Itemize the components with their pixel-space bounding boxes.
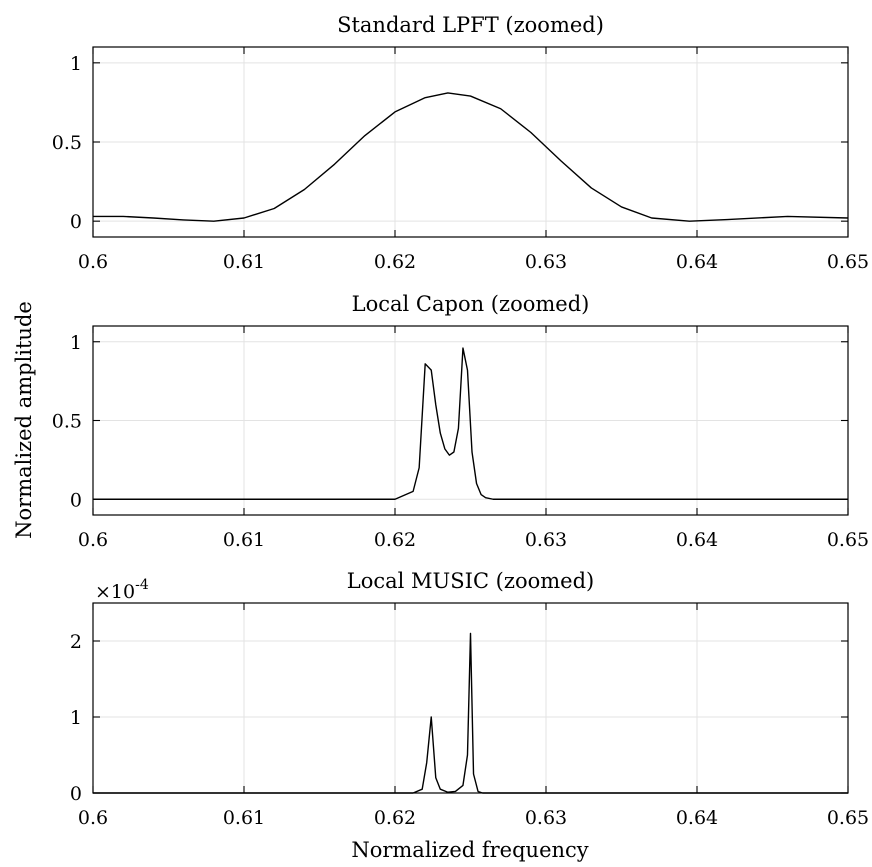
capon-xtick-label: 0.65 xyxy=(827,529,869,551)
capon-ytick-label: 1 xyxy=(70,332,82,354)
lpft-series-line xyxy=(93,92,849,222)
lpft-ytick-label: 1 xyxy=(70,53,82,75)
music-ytick-label: 0 xyxy=(70,783,82,805)
music-ytick-label: 1 xyxy=(70,707,82,729)
music-ytick-label: 2 xyxy=(70,631,82,653)
capon-ytick-label: 0.5 xyxy=(52,411,82,433)
capon-title: Local Capon (zoomed) xyxy=(352,292,590,316)
music-xtick-label: 0.63 xyxy=(525,807,567,829)
music-y-multiplier: ×10-4 xyxy=(95,577,149,603)
x-axis-label: Normalized frequency xyxy=(351,838,588,862)
music-xtick-label: 0.61 xyxy=(223,807,265,829)
music-series-line xyxy=(93,632,848,794)
capon-xtick-label: 0.63 xyxy=(525,529,567,551)
lpft-ytick-label: 0 xyxy=(70,211,82,233)
capon-series-line xyxy=(93,347,848,500)
lpft-xtick-label: 0.65 xyxy=(827,251,869,273)
lpft-xtick-label: 0.61 xyxy=(223,251,265,273)
capon-xtick-label: 0.64 xyxy=(676,529,718,551)
capon-xtick-label: 0.6 xyxy=(78,529,108,551)
y-axis-label: Normalized amplitude xyxy=(12,301,36,539)
capon-xtick-label: 0.61 xyxy=(223,529,265,551)
music-xtick-label: 0.6 xyxy=(78,807,108,829)
lpft-title: Standard LPFT (zoomed) xyxy=(337,13,604,37)
capon-ytick-label: 0 xyxy=(70,489,82,511)
lpft-ytick-label: 0.5 xyxy=(52,132,82,154)
music-xtick-label: 0.64 xyxy=(676,807,718,829)
music-xtick-label: 0.62 xyxy=(374,807,416,829)
lpft-xtick-label: 0.6 xyxy=(78,251,108,273)
capon-panel: 0.6 0.61 0.62 0.63 0.64 0.65 0 0.5 1 Local Capon … xyxy=(52,292,869,551)
music-panel: 0.6 0.61 0.62 0.63 0.64 0.65 0 1 2 Local MUSIC (z… xyxy=(70,569,869,829)
lpft-xtick-label: 0.62 xyxy=(374,251,416,273)
lpft-xtick-label: 0.63 xyxy=(525,251,567,273)
music-axes-box xyxy=(92,602,849,794)
music-title: Local MUSIC (zoomed) xyxy=(347,569,594,593)
music-xtick-label: 0.65 xyxy=(827,807,869,829)
capon-xtick-label: 0.62 xyxy=(374,529,416,551)
lpft-xtick-label: 0.64 xyxy=(676,251,718,273)
lpft-panel: 0.6 0.61 0.62 0.63 0.64 0.65 0 0.5 1 Standard LPF… xyxy=(52,13,869,273)
